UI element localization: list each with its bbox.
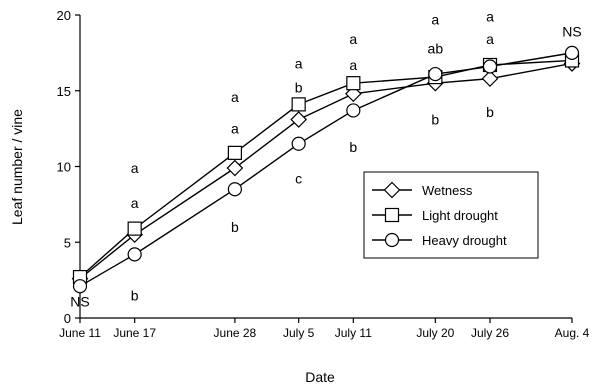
significance-label: a bbox=[486, 9, 494, 25]
series-line-light-drought bbox=[79, 59, 573, 278]
legend-label-wetness: Wetness bbox=[422, 183, 473, 198]
legend-marker-heavy-drought bbox=[384, 232, 400, 248]
legend-marker-light-drought bbox=[384, 207, 400, 223]
significance-label: NS bbox=[562, 24, 581, 40]
axes: 0 5 10 15 20 June 11 June 17 June 28 July 5 July … bbox=[57, 8, 590, 340]
data-point-heavy-drought bbox=[428, 66, 443, 82]
significance-label: c bbox=[295, 171, 302, 187]
data-point-wetness bbox=[481, 70, 499, 87]
y-tick-label: 20 bbox=[57, 8, 71, 23]
significance-label: b bbox=[231, 219, 239, 235]
legend: Wetness Light drought Heavy drought bbox=[363, 171, 539, 259]
significance-label: b bbox=[295, 80, 303, 96]
legend-label-light-drought: Light drought bbox=[422, 208, 498, 223]
significance-label: a bbox=[131, 160, 139, 176]
data-point-heavy-drought bbox=[72, 279, 88, 294]
series-layer bbox=[71, 45, 581, 294]
data-point-light-drought bbox=[346, 76, 361, 91]
significance-label: a bbox=[295, 55, 303, 71]
significance-label: a bbox=[349, 57, 357, 73]
data-point-heavy-drought bbox=[127, 247, 142, 262]
significance-label: b bbox=[431, 112, 439, 128]
data-point-light-drought bbox=[291, 97, 306, 112]
y-tick-label: 0 bbox=[64, 311, 71, 326]
series-heavy-drought bbox=[72, 45, 580, 294]
data-point-heavy-drought bbox=[482, 59, 498, 74]
significance-label: b bbox=[131, 287, 139, 303]
data-point-heavy-drought bbox=[227, 182, 242, 197]
x-tick-label: July 26 bbox=[471, 326, 509, 340]
significance-label: a bbox=[431, 12, 439, 28]
data-point-heavy-drought bbox=[346, 103, 361, 118]
x-tick-label: Aug. 4 bbox=[555, 326, 590, 340]
data-point-heavy-drought bbox=[564, 45, 580, 60]
x-tick-label: June 17 bbox=[113, 326, 156, 340]
x-tick-label: July 5 bbox=[283, 326, 315, 340]
data-point-wetness bbox=[290, 111, 308, 128]
significance-label: a bbox=[231, 121, 239, 137]
significance-label: a bbox=[486, 31, 494, 47]
y-tick-label: 5 bbox=[64, 235, 71, 250]
x-tick-label: July 11 bbox=[335, 326, 372, 340]
significance-label: a bbox=[349, 31, 357, 47]
significance-label: b bbox=[349, 139, 357, 155]
x-tick-label: July 20 bbox=[416, 326, 454, 340]
significance-label: a bbox=[231, 89, 239, 105]
legend-label-heavy-drought: Heavy drought bbox=[422, 233, 507, 248]
y-tick-label: 10 bbox=[57, 160, 71, 175]
series-line-heavy-drought bbox=[79, 52, 573, 287]
data-point-heavy-drought bbox=[291, 136, 306, 151]
x-axis-title: Date bbox=[305, 369, 335, 385]
significance-label: b bbox=[486, 104, 494, 120]
significance-label: a bbox=[131, 195, 139, 211]
y-tick-label: 15 bbox=[57, 84, 71, 99]
y-axis-title: Leaf number / vine bbox=[9, 109, 25, 225]
significance-label: NS bbox=[70, 293, 89, 309]
significance-label: ab bbox=[428, 40, 444, 56]
x-tick-label: June 28 bbox=[214, 326, 257, 340]
data-point-light-drought bbox=[227, 145, 242, 160]
legend-marker-wetness bbox=[383, 181, 401, 199]
series-line-wetness bbox=[79, 62, 573, 280]
data-point-light-drought bbox=[127, 221, 142, 236]
x-tick-label: June 11 bbox=[59, 326, 101, 340]
data-point-wetness bbox=[226, 159, 244, 177]
